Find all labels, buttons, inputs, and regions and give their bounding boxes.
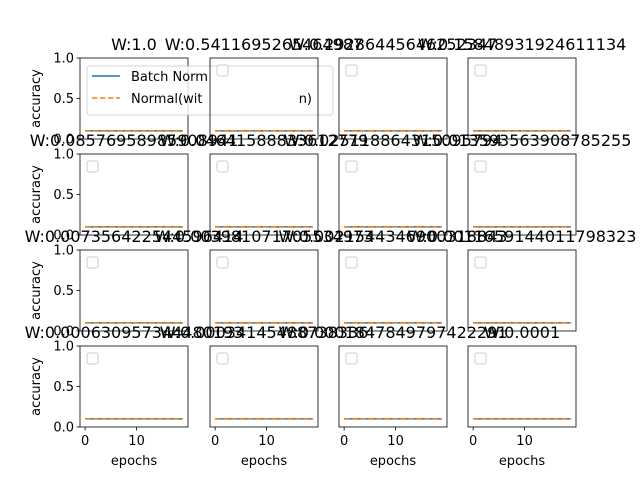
subplot-16: 0 10 epochs (467, 345, 577, 469)
subplot-title: W:0.003981071705534973 (155, 227, 374, 246)
empty-legend-box (86, 352, 99, 365)
y-tick-label: 0.0 (53, 133, 74, 148)
empty-legend-box (86, 160, 99, 173)
y-tick-label: 1.0 (53, 52, 74, 67)
subplot-4 (467, 57, 577, 140)
subplot-title: W:0.0001 (484, 323, 560, 342)
y-tick-label: 0.0 (53, 229, 74, 244)
x-tick-label: 0 (211, 434, 219, 449)
empty-legend-box (86, 256, 99, 269)
x-axis-label: epochs (111, 454, 158, 469)
y-axis-label: accuracy (29, 69, 44, 128)
subplot-title: W:0.0021544346900318843 (279, 227, 508, 246)
subplot-6 (209, 153, 319, 236)
subplot-title: W:0.013593563908785255 (413, 131, 632, 150)
subplot-12 (467, 249, 577, 332)
empty-legend-box (216, 64, 229, 77)
axes-frame (467, 153, 577, 236)
subplot-title: W:0.08576958985908941 (30, 131, 239, 150)
empty-legend-box (345, 160, 358, 173)
empty-legend-box (474, 256, 487, 269)
subplot-title: W:0.00034145488738336 (160, 323, 369, 342)
subplot-title: W:0.04641588833612779 (160, 131, 369, 150)
subplot-title: W:0.025118864315095794 (284, 131, 503, 150)
y-axis-label: accuracy (29, 357, 44, 416)
axes-frame (467, 57, 577, 140)
legend-label-batch-norm: Batch Norm (131, 70, 208, 85)
titles-layer: W:1.0 W:0.5411695265464987W:0.29286445646… (25, 35, 637, 342)
x-tick-label: 0 (340, 434, 348, 449)
subplot-1: 0.0 0.5 1.0 accuracy (29, 52, 189, 148)
x-tick-label: 10 (258, 434, 275, 449)
empty-legend-box (345, 256, 358, 269)
subplot-14: 0 10 epochs (209, 345, 319, 469)
subplot-13: 0.0 0.5 1.0 accuracy 0 10 epochs (29, 340, 189, 469)
legend-label-normal: Normal(wit (131, 92, 202, 107)
subplot-title: W:0.15848931924611134 (418, 35, 627, 54)
y-tick-label: 1.0 (53, 340, 74, 355)
x-tick-label: 10 (387, 434, 404, 449)
x-axis-label: epochs (499, 454, 546, 469)
y-tick-label: 1.0 (53, 148, 74, 163)
empty-legend-box (345, 64, 358, 77)
axes-frame (467, 249, 577, 332)
subplot-3 (338, 57, 448, 140)
subplot-title: W:0.0011659144011798323 (408, 227, 637, 246)
subplot-15: 0 10 epochs (338, 345, 448, 469)
subplot-7 (338, 153, 448, 236)
empty-legend-box (474, 352, 487, 365)
subplot-11 (338, 249, 448, 332)
axes-frame (209, 57, 319, 140)
empty-legend-box (345, 352, 358, 365)
x-axis-label: epochs (241, 454, 288, 469)
axes-frame (338, 57, 448, 140)
axes-frame (467, 345, 577, 428)
empty-legend-box (216, 160, 229, 173)
empty-legend-box (216, 256, 229, 269)
subplot-9: 0.0 0.5 1.0 accuracy (29, 244, 189, 340)
subplot-10 (209, 249, 319, 332)
axes-frame (338, 153, 448, 236)
y-axis-label: accuracy (29, 165, 44, 224)
panels-layer: 0.0 0.5 1.0 accuracy Batch Norm Normal(wit n) 0… (29, 52, 577, 469)
subplot-title: W:0.000630957344480193 (25, 323, 244, 342)
y-tick-label: 0.0 (53, 325, 74, 340)
empty-legend-box (216, 352, 229, 365)
axes-frame (338, 345, 448, 428)
x-tick-label: 0 (469, 434, 477, 449)
subplot-5: 0.0 0.5 1.0 accuracy (29, 148, 189, 244)
subplot-title: W:1.0 (111, 35, 157, 54)
legend-label-normal-tail: n) (299, 92, 312, 107)
x-tick-label: 10 (516, 434, 533, 449)
subplot-title: W:0.007356422544596414 (25, 227, 244, 246)
empty-legend-box (474, 160, 487, 173)
axes-frame (338, 249, 448, 332)
subplot-title: W:0.29286445646252347 (289, 35, 498, 54)
y-axis-label: accuracy (29, 261, 44, 320)
empty-legend-box (474, 64, 487, 77)
axes-frame (209, 345, 319, 428)
y-tick-label: 0.5 (53, 188, 74, 203)
axes-frame (209, 249, 319, 332)
subplot-title: W:0.0001847849797422291 (279, 323, 508, 342)
y-tick-label: 0.5 (53, 380, 74, 395)
subplot-8 (467, 153, 577, 236)
y-tick-label: 1.0 (53, 244, 74, 259)
y-tick-label: 0.0 (53, 421, 74, 436)
subplot-title: W:0.5411695265464987 (165, 35, 363, 54)
x-axis-label: epochs (370, 454, 417, 469)
x-tick-label: 0 (81, 434, 89, 449)
subplot-2 (209, 57, 319, 140)
y-tick-label: 0.5 (53, 284, 74, 299)
axes-frame (209, 153, 319, 236)
x-tick-label: 10 (128, 434, 145, 449)
y-tick-label: 0.5 (53, 92, 74, 107)
